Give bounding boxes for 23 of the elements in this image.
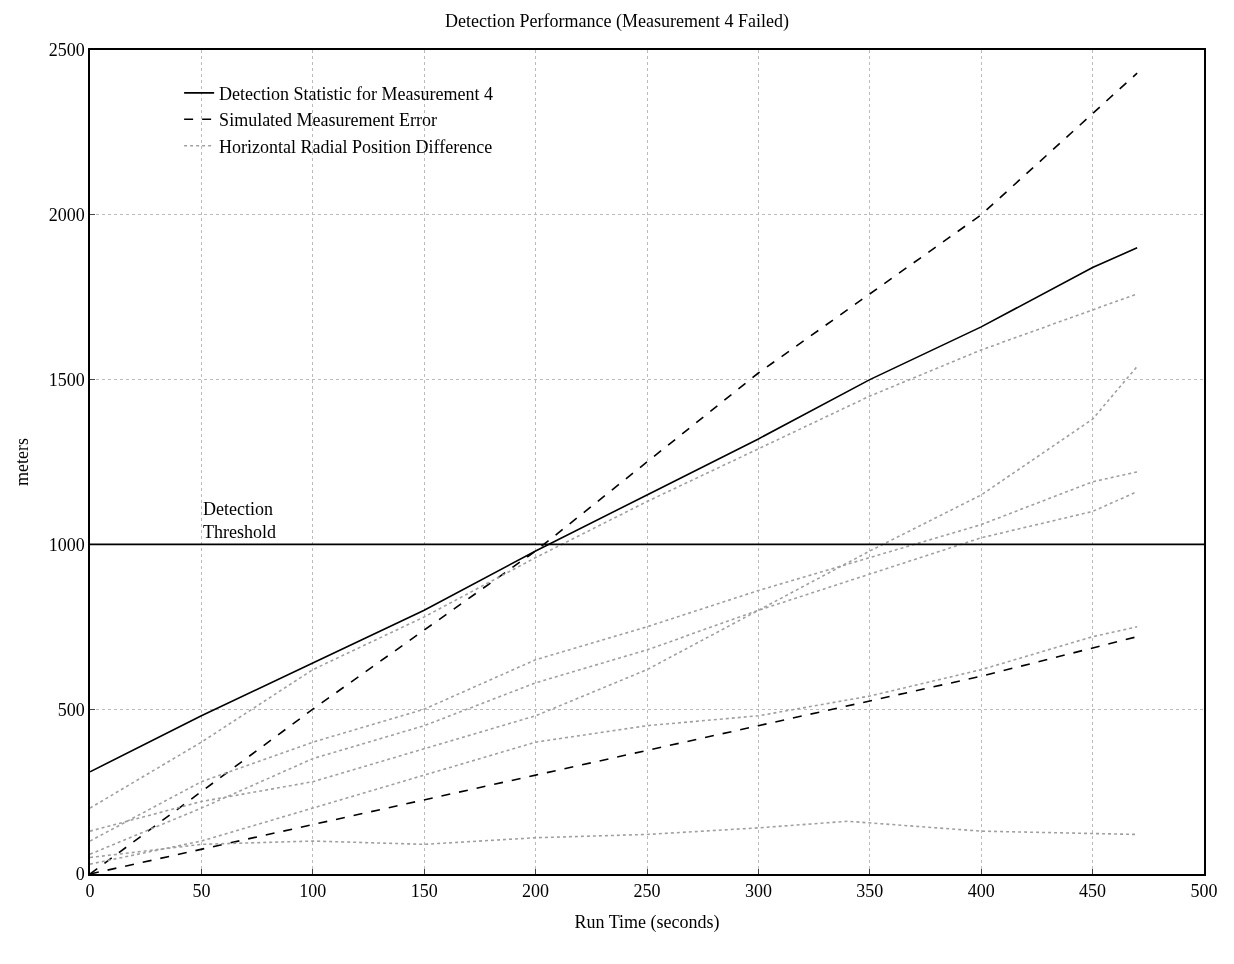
y-tick-label: 1500 <box>48 369 85 390</box>
x-tick-label: 300 <box>744 881 772 902</box>
x-tick-label: 100 <box>299 881 327 902</box>
ref-line-label: Detection Threshold <box>203 499 276 543</box>
legend-label: Detection Statistic for Measurement 4 <box>219 83 494 104</box>
legend-label: Simulated Measurement Error <box>219 110 438 131</box>
x-tick-label: 450 <box>1079 881 1107 902</box>
y-tick-label: 2000 <box>48 205 85 226</box>
y-axis-title: meters <box>12 438 33 486</box>
x-tick-label: 150 <box>410 881 438 902</box>
x-tick-label: 200 <box>522 881 550 902</box>
x-tick-label: 350 <box>856 881 884 902</box>
legend-label: Horizontal Radial Position Difference <box>219 136 493 157</box>
y-tick-label: 1000 <box>48 534 85 555</box>
chart-title: Detection Performance (Measurement 4 Failed) <box>445 11 789 33</box>
x-tick-label: 50 <box>192 881 211 902</box>
y-tick-label: 500 <box>57 699 85 720</box>
y-tick-label: 2500 <box>48 40 85 61</box>
x-tick-label: 400 <box>967 881 995 902</box>
x-tick-label: 250 <box>633 881 661 902</box>
y-tick-label: 0 <box>75 864 85 885</box>
x-axis-title: Run Time (seconds) <box>574 911 720 933</box>
x-tick-label: 500 <box>1190 881 1218 902</box>
